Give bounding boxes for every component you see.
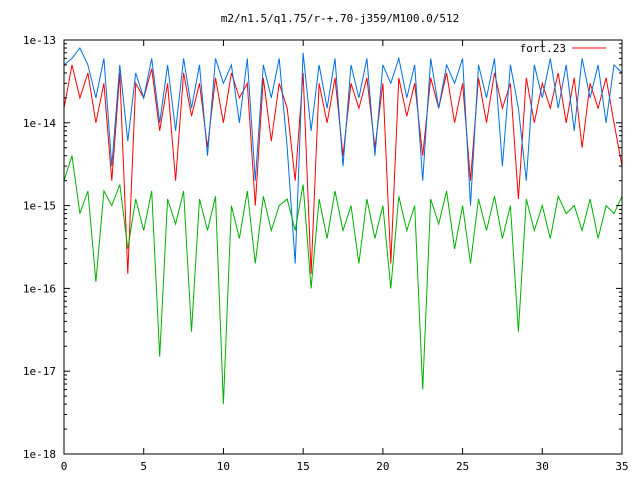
x-tick-label: 20 <box>376 460 389 473</box>
y-tick-label: 1e-17 <box>23 365 56 378</box>
x-tick-label: 10 <box>217 460 230 473</box>
series-line-3 <box>63 155 623 405</box>
y-tick-label: 1e-15 <box>23 200 56 213</box>
y-tick-label: 1e-14 <box>23 117 56 130</box>
x-tick-label: 30 <box>536 460 549 473</box>
axes: 0 5 10 15 20 25 30 35 1e-18 1e-17 1e-16 1e-15 1e-14 1… <box>23 34 629 473</box>
legend-label: fort.23 <box>520 42 566 55</box>
plot-frame <box>63 39 623 455</box>
x-tick-label: 35 <box>615 460 628 473</box>
y-tick-label: 1e-16 <box>23 282 56 295</box>
series-line-1 <box>63 64 623 274</box>
x-tick-label: 25 <box>456 460 469 473</box>
y-tick-label: 1e-13 <box>23 34 56 47</box>
series-line-2 <box>63 47 623 264</box>
y-tick-label: 1e-18 <box>23 448 56 461</box>
chart-title: m2/n1.5/q1.75/r-+.70-j359/M100.0/512 <box>221 12 459 25</box>
x-tick-label: 15 <box>297 460 310 473</box>
x-tick-label: 5 <box>140 460 147 473</box>
legend: fort.23 <box>520 42 606 55</box>
plot-area <box>63 47 623 405</box>
x-tick-label: 0 <box>61 460 68 473</box>
